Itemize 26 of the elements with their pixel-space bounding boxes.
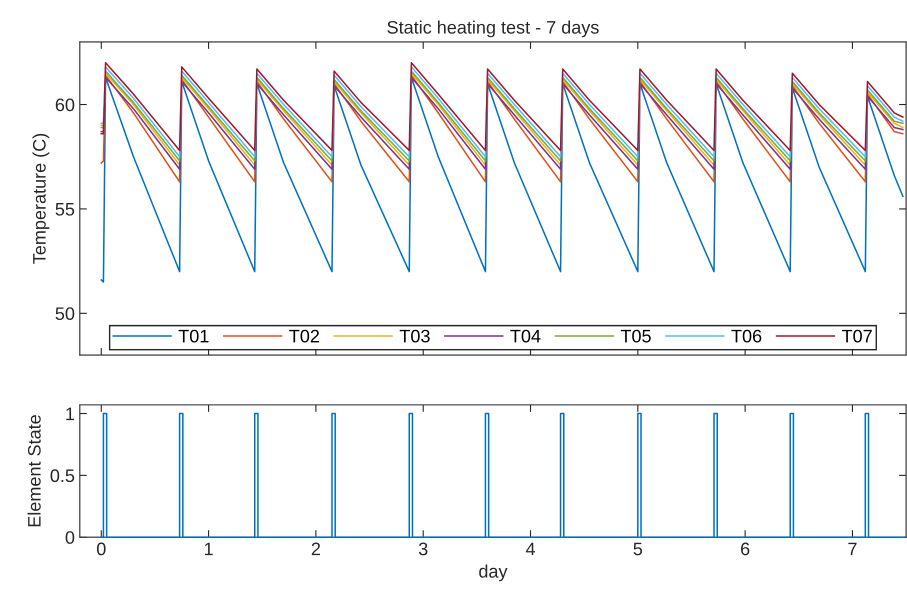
x-tick-label: 3 [418, 542, 428, 556]
y-axis-title: Element State [27, 415, 41, 526]
chart-title: Static heating test - 7 days [387, 20, 599, 38]
x-axis-title: day [479, 564, 508, 582]
x-tick-label: 7 [848, 542, 857, 556]
legend-label: T02 [289, 330, 319, 342]
legend-label: T01 [178, 330, 208, 342]
x-tick-label: 6 [741, 542, 750, 556]
y-axis-title: Temperature (C) [32, 134, 50, 264]
x-tick-label: 1 [204, 542, 213, 556]
legend-label: T05 [620, 330, 651, 342]
y-tick-label: 50 [56, 307, 74, 320]
legend-label: T04 [510, 330, 540, 342]
y-tick-label: 1 [66, 408, 74, 420]
x-tick-label: 5 [634, 542, 642, 556]
y-tick-label: 55 [56, 203, 74, 216]
legend-label: T07 [842, 330, 872, 342]
x-tick-label: 4 [526, 542, 536, 556]
x-tick-label: 2 [312, 542, 320, 556]
legend-label: T06 [731, 330, 762, 342]
x-tick-label: 0 [96, 542, 106, 556]
y-tick-label: 0.5 [50, 469, 74, 482]
line-series [100, 76, 904, 283]
y-tick-label: 0 [66, 531, 74, 544]
legend-label: T03 [400, 330, 430, 342]
y-tick-label: 60 [56, 98, 74, 112]
